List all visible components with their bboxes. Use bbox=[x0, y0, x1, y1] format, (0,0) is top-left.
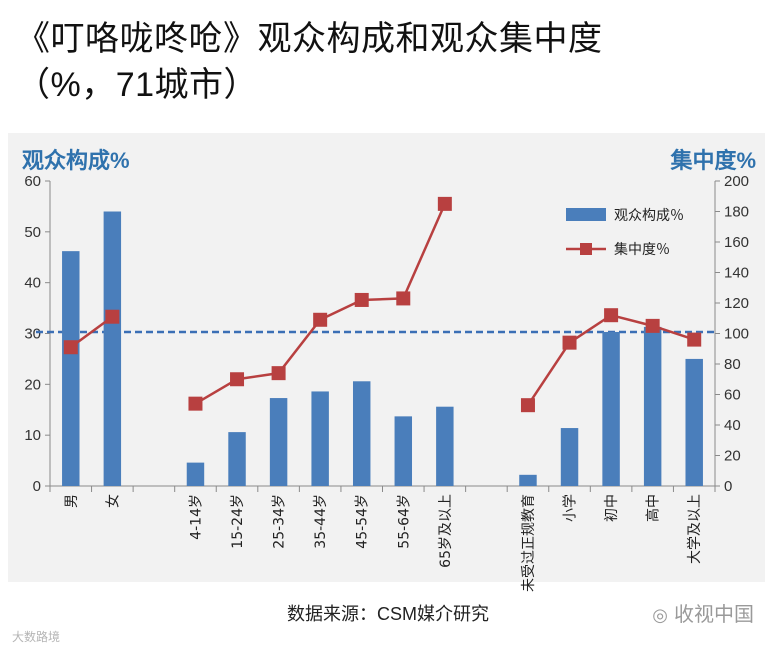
right-tick-label: 180 bbox=[724, 204, 749, 221]
legend-line-marker bbox=[580, 243, 592, 255]
line-point bbox=[271, 366, 286, 381]
bar bbox=[186, 462, 205, 486]
right-tick-label: 80 bbox=[724, 356, 741, 373]
line-point bbox=[604, 308, 619, 323]
bar bbox=[436, 406, 454, 486]
right-axis-title: 集中度% bbox=[670, 148, 756, 173]
legend-line-label: 集中度％ bbox=[614, 241, 670, 258]
right-tick-label: 100 bbox=[724, 326, 749, 343]
right-tick-label: 120 bbox=[724, 295, 749, 312]
left-axis-title: 观众构成% bbox=[22, 148, 130, 173]
left-tick-label: 50 bbox=[24, 224, 41, 241]
bar bbox=[685, 358, 703, 486]
right-tick-label: 160 bbox=[724, 234, 749, 251]
x-tick-label: 25-34岁 bbox=[272, 494, 288, 549]
data-source: 数据来源：CSM媒介研究 bbox=[287, 604, 489, 624]
x-tick-label: 小学 bbox=[563, 494, 579, 522]
bar bbox=[560, 428, 579, 486]
x-tick-label: 大学及以上 bbox=[687, 494, 703, 564]
right-tick-label: 0 bbox=[724, 478, 732, 495]
x-tick-label: 女 bbox=[104, 494, 121, 508]
line-point bbox=[63, 340, 78, 355]
wechat-icon: ◎ bbox=[652, 605, 668, 625]
line-point bbox=[562, 335, 577, 350]
line-point bbox=[437, 196, 452, 211]
right-tick-label: 20 bbox=[724, 448, 741, 465]
bar bbox=[643, 326, 662, 486]
chart-title: 《叮咯咙咚呛》观众构成和观众集中度 （%，71城市） bbox=[16, 16, 603, 108]
title-line-2: （%，71城市） bbox=[16, 66, 259, 104]
x-tick-label: 高中 bbox=[645, 494, 662, 522]
left-tick-label: 40 bbox=[24, 275, 41, 292]
x-tick-label: 35-44岁 bbox=[313, 494, 329, 549]
bar bbox=[103, 211, 122, 486]
line-point bbox=[230, 372, 245, 387]
bar bbox=[602, 331, 620, 486]
right-tick-label: 40 bbox=[724, 417, 741, 434]
x-tick-label: 55-64岁 bbox=[396, 494, 412, 549]
watermark-right-label: 收视中国 bbox=[674, 604, 754, 626]
watermark-right: ◎ 收视中国 bbox=[652, 598, 754, 627]
legend-bar-label: 观众构成％ bbox=[614, 208, 684, 224]
x-tick-label: 65岁及以上 bbox=[438, 494, 454, 568]
left-tick-label: 0 bbox=[33, 478, 41, 495]
left-tick-label: 10 bbox=[24, 427, 41, 444]
legend-bar-swatch bbox=[566, 208, 606, 221]
bar bbox=[311, 391, 329, 486]
x-tick-label: 初中 bbox=[603, 494, 620, 522]
bar bbox=[394, 416, 413, 486]
bar bbox=[269, 398, 288, 486]
line-point bbox=[188, 396, 203, 411]
right-tick-label: 200 bbox=[724, 173, 749, 190]
line-point bbox=[687, 332, 702, 347]
right-tick-label: 60 bbox=[724, 387, 741, 404]
bar bbox=[228, 432, 246, 486]
left-tick-label: 60 bbox=[24, 173, 41, 190]
line-point bbox=[354, 292, 369, 307]
bar bbox=[352, 381, 371, 486]
x-tick-label: 15-24岁 bbox=[230, 494, 246, 549]
x-tick-label: 4-14岁 bbox=[188, 494, 204, 540]
bar bbox=[62, 251, 80, 486]
line-point bbox=[520, 398, 535, 413]
line-point bbox=[645, 318, 660, 333]
title-line-1: 《叮咯咙咚呛》观众构成和观众集中度 bbox=[16, 20, 603, 58]
left-tick-label: 20 bbox=[24, 376, 41, 393]
x-tick-label: 45-54岁 bbox=[355, 494, 371, 549]
x-tick-label: 未受过正规教育 bbox=[521, 494, 537, 592]
chart-panel bbox=[8, 133, 765, 582]
left-tick-label: 30 bbox=[24, 326, 41, 343]
line-point bbox=[396, 291, 411, 306]
bar bbox=[519, 474, 537, 486]
line-point bbox=[313, 312, 328, 327]
x-tick-label: 男 bbox=[64, 494, 80, 508]
right-tick-label: 140 bbox=[724, 265, 749, 282]
watermark-left: 大数路境 bbox=[12, 630, 61, 644]
line-point bbox=[105, 309, 120, 324]
